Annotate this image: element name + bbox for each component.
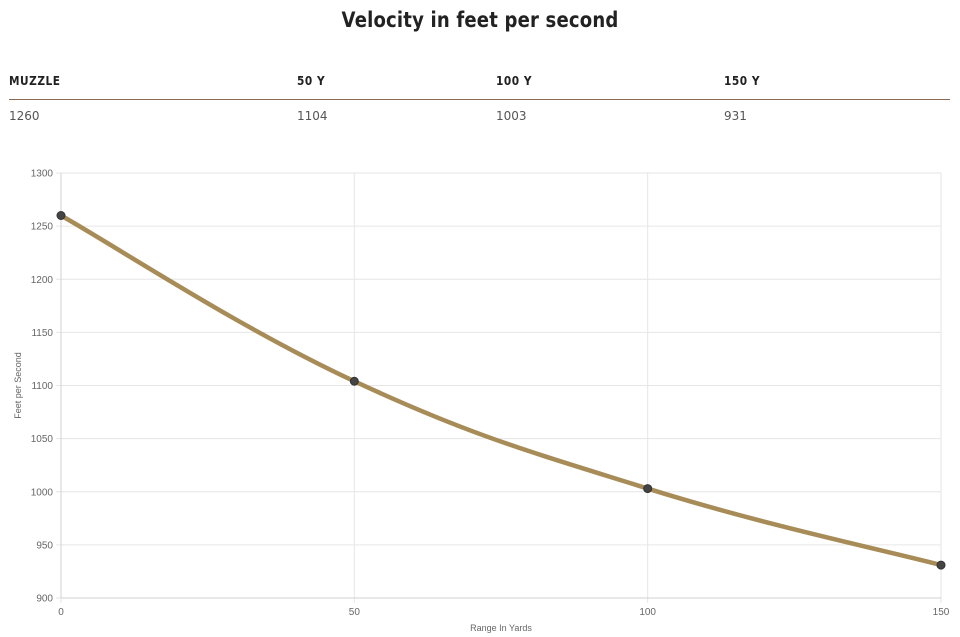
header-100-y: 100 Y bbox=[496, 74, 533, 88]
header-50-y: 50 Y bbox=[297, 74, 326, 88]
chart-series bbox=[58, 213, 944, 568]
y-tick-label: 1150 bbox=[31, 328, 53, 339]
velocity-table: MUZZLE 50 Y 100 Y 150 Y 1260 1104 1003 9… bbox=[9, 66, 950, 133]
velocity-chart: 900 950 1000 1050 1100 1150 1200 1250 1300 0 50 100… bbox=[0, 155, 960, 637]
series-line bbox=[58, 213, 944, 568]
x-tick-label: 150 bbox=[933, 607, 950, 618]
y-tick-label: 1200 bbox=[31, 275, 54, 286]
x-axis-title: Range In Yards bbox=[470, 623, 532, 633]
value-muzzle: 1260 bbox=[9, 109, 40, 123]
x-tick-label: 0 bbox=[58, 607, 64, 618]
velocity-table-header: MUZZLE 50 Y 100 Y 150 Y bbox=[9, 66, 950, 100]
x-tick-label: 100 bbox=[639, 607, 656, 618]
y-tick-label: 950 bbox=[36, 540, 53, 551]
value-50-y: 1104 bbox=[297, 109, 328, 123]
velocity-table-row: 1260 1104 1003 931 bbox=[9, 100, 950, 133]
data-point bbox=[349, 376, 359, 386]
chart-points bbox=[56, 211, 946, 570]
value-150-y: 931 bbox=[724, 109, 747, 123]
chart-grid bbox=[56, 172, 942, 603]
header-muzzle: MUZZLE bbox=[9, 74, 61, 88]
y-tick-label: 1300 bbox=[31, 169, 54, 180]
y-tick-label: 1050 bbox=[31, 434, 54, 445]
data-point bbox=[56, 211, 66, 220]
y-tick-label: 1100 bbox=[31, 381, 53, 392]
y-axis-title: Feet per Second bbox=[13, 352, 23, 419]
data-point bbox=[936, 560, 946, 570]
header-150-y: 150 Y bbox=[724, 74, 761, 88]
y-tick-label: 1250 bbox=[31, 222, 54, 233]
data-point bbox=[643, 484, 653, 494]
y-tick-label: 1000 bbox=[31, 487, 54, 498]
velocity-line-chart: 900 950 1000 1050 1100 1150 1200 1250 1300 0 50 100… bbox=[13, 169, 950, 634]
y-tick-label: 900 bbox=[36, 594, 53, 605]
chart-axes: 900 950 1000 1050 1100 1150 1200 1250 1300 0 50 100… bbox=[31, 169, 950, 619]
x-tick-label: 50 bbox=[349, 607, 361, 618]
value-100-y: 1003 bbox=[496, 109, 527, 123]
page-title: Velocity in feet per second bbox=[341, 8, 619, 32]
